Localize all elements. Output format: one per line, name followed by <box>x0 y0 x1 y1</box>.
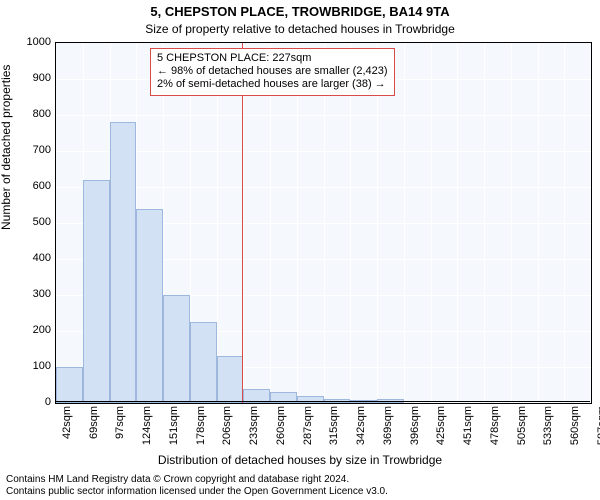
callout-line: 2% of semi-detached houses are larger (3… <box>157 78 388 91</box>
x-tick-label: 97sqm <box>115 406 127 439</box>
y-tick-label: 0 <box>45 396 51 408</box>
gridline-v <box>431 43 432 403</box>
x-tick-label: 151sqm <box>168 406 180 445</box>
x-tick-label: 342sqm <box>355 406 367 445</box>
gridline-v <box>404 43 405 403</box>
y-tick-label: 300 <box>33 288 51 300</box>
callout-box: 5 CHEPSTON PLACE: 227sqm← 98% of detache… <box>150 48 395 96</box>
x-tick-label: 369sqm <box>382 406 394 445</box>
y-tick-label: 600 <box>33 180 51 192</box>
callout-line: 5 CHEPSTON PLACE: 227sqm <box>157 52 388 65</box>
y-tick-label: 800 <box>33 108 51 120</box>
y-tick-label: 200 <box>33 324 51 336</box>
plot-container <box>55 42 590 402</box>
gridline-v <box>324 43 325 403</box>
x-tick-label: 451sqm <box>462 406 474 445</box>
plot-area <box>55 42 592 404</box>
histogram-bar <box>83 180 110 403</box>
histogram-bar <box>56 367 83 403</box>
x-tick-label: 42sqm <box>61 406 73 439</box>
histogram-bar <box>190 322 217 403</box>
footer-line-1: Contains HM Land Registry data © Crown c… <box>6 474 388 486</box>
gridline-v <box>457 43 458 403</box>
footer-attribution: Contains HM Land Registry data © Crown c… <box>6 474 388 498</box>
x-tick-label: 206sqm <box>222 406 234 445</box>
x-tick-label: 287sqm <box>302 406 314 445</box>
x-axis-label: Distribution of detached houses by size … <box>0 453 600 467</box>
y-tick-label: 100 <box>33 360 51 372</box>
histogram-bar <box>136 209 163 403</box>
x-tick-label: 425sqm <box>436 406 448 445</box>
reference-line <box>242 43 243 403</box>
gridline-v <box>538 43 539 403</box>
y-axis-label: Number of detached properties <box>0 65 13 230</box>
y-tick-label: 900 <box>33 72 51 84</box>
gridline-v <box>350 43 351 403</box>
gridline-v <box>297 43 298 403</box>
gridline-v <box>377 43 378 403</box>
y-tick-label: 500 <box>33 216 51 228</box>
footer-line-2: Contains public sector information licen… <box>6 486 388 498</box>
gridline-v <box>484 43 485 403</box>
x-tick-label: 315sqm <box>329 406 341 445</box>
x-tick-label: 478sqm <box>489 406 501 445</box>
gridline-v <box>270 43 271 403</box>
chart-title-line1: 5, CHEPSTON PLACE, TROWBRIDGE, BA14 9TA <box>0 4 600 19</box>
x-tick-label: 124sqm <box>141 406 153 445</box>
x-tick-label: 396sqm <box>409 406 421 445</box>
x-tick-label: 587sqm <box>596 406 600 445</box>
x-tick-label: 69sqm <box>88 406 100 439</box>
y-tick-label: 1000 <box>27 36 51 48</box>
histogram-bar <box>110 122 137 403</box>
x-tick-label: 233sqm <box>248 406 260 445</box>
gridline-v <box>243 43 244 403</box>
gridline-v <box>564 43 565 403</box>
histogram-bar <box>217 356 244 403</box>
x-tick-label: 178sqm <box>195 406 207 445</box>
figure: 5, CHEPSTON PLACE, TROWBRIDGE, BA14 9TA … <box>0 0 600 500</box>
callout-line: ← 98% of detached houses are smaller (2,… <box>157 65 388 78</box>
x-tick-label: 560sqm <box>569 406 581 445</box>
y-tick-label: 700 <box>33 144 51 156</box>
gridline-v <box>217 43 218 403</box>
x-tick-label: 260sqm <box>275 406 287 445</box>
x-axis-line <box>55 401 590 402</box>
y-axis-line <box>55 42 56 402</box>
y-tick-label: 400 <box>33 252 51 264</box>
chart-title-line2: Size of property relative to detached ho… <box>0 22 600 36</box>
x-tick-label: 533sqm <box>543 406 555 445</box>
x-tick-label: 505sqm <box>516 406 528 445</box>
gridline-v <box>511 43 512 403</box>
histogram-bar <box>163 295 190 403</box>
